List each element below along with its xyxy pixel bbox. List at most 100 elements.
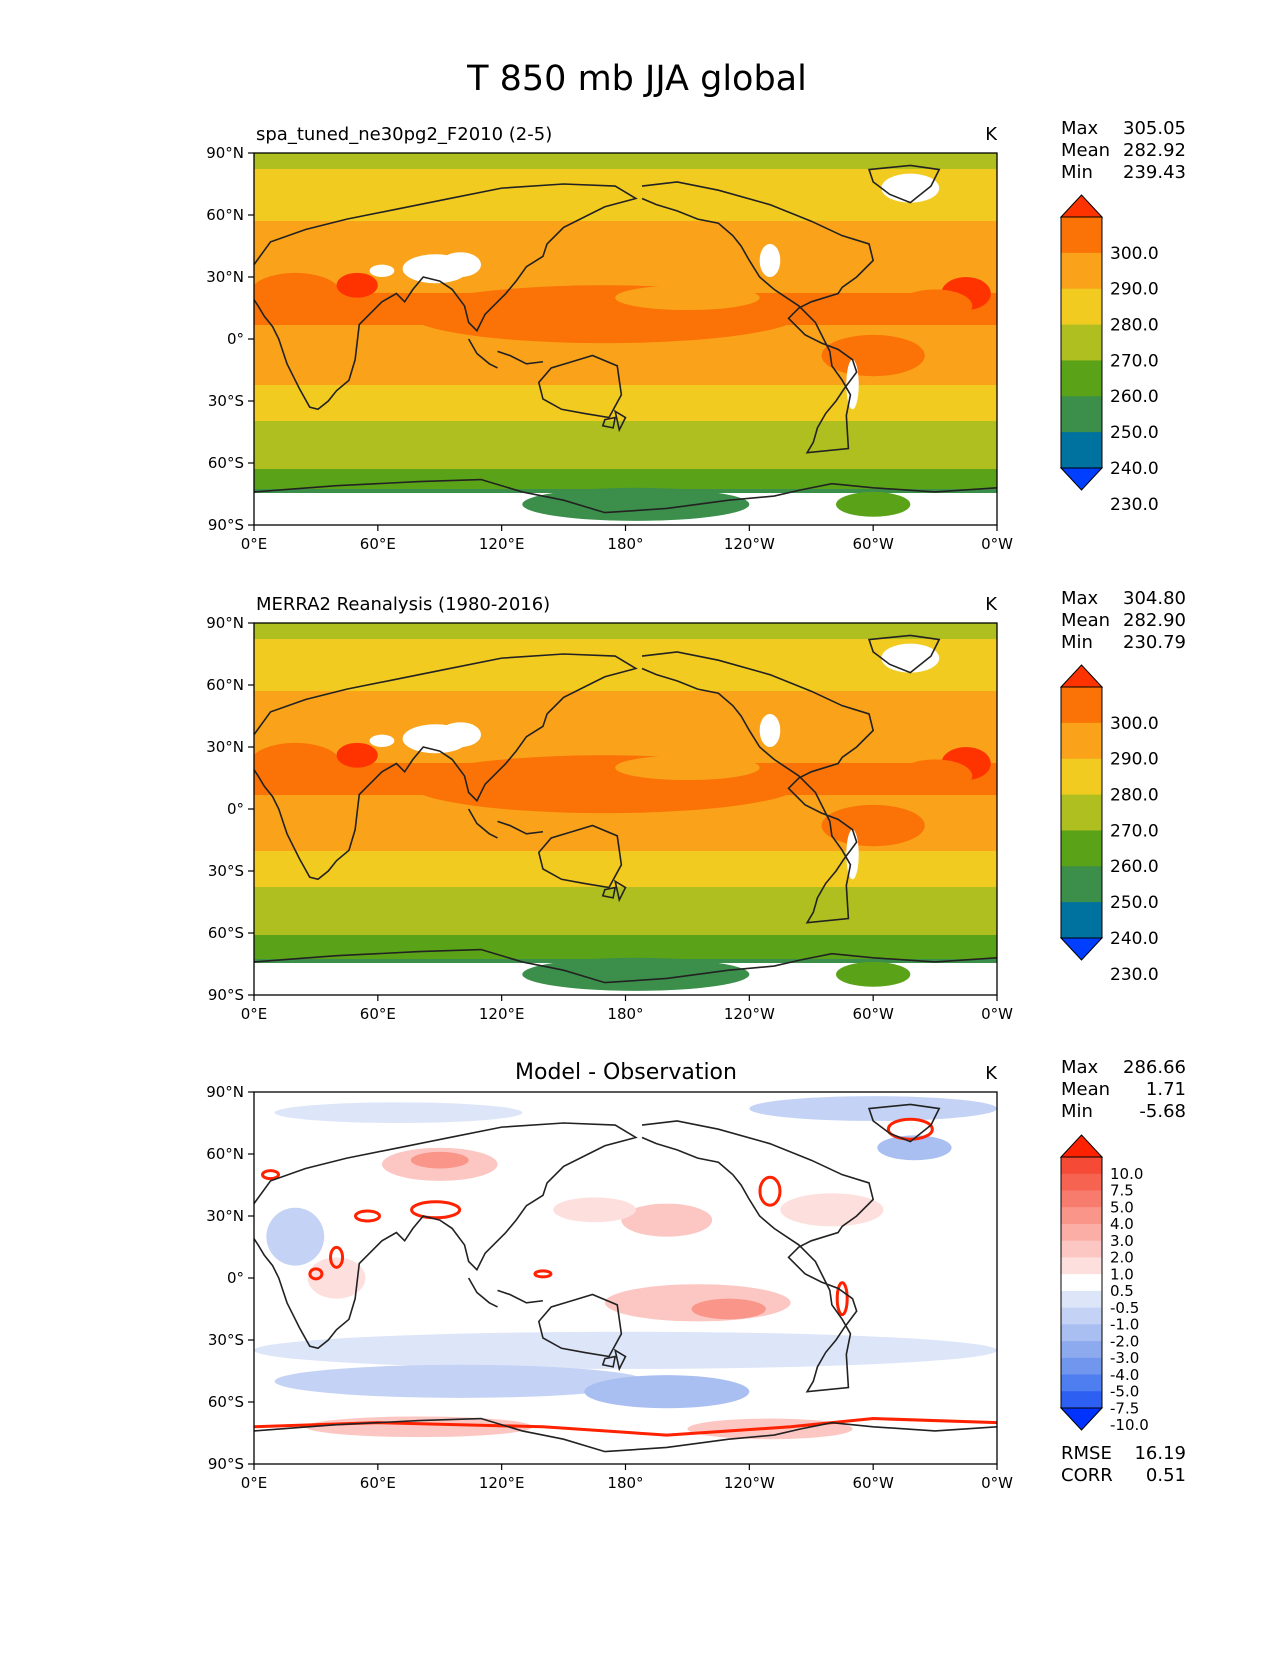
- lon-tick-label: 120°E: [479, 1474, 525, 1492]
- lon-tick-label: 120°E: [479, 1005, 525, 1023]
- colorbar-tick-label: -0.5: [1110, 1299, 1139, 1317]
- lon-tick-label: 180°: [607, 1005, 643, 1023]
- colorbar-tick-label: 270.0: [1110, 351, 1159, 371]
- colorbar-tick-label: 3.0: [1110, 1232, 1134, 1250]
- colorbar-tick-label: -5.0: [1110, 1383, 1139, 1401]
- colorbar-tick-label: -2.0: [1110, 1332, 1139, 1350]
- colorbar-tick-label: 1.0: [1110, 1265, 1134, 1283]
- colorbar-tick-label: 7.5: [1110, 1182, 1134, 1200]
- lon-tick-label: 120°W: [724, 535, 775, 553]
- lat-tick-label: 30°S: [208, 392, 244, 410]
- lon-tick-label: 60°E: [360, 535, 396, 553]
- colorbar-tick-label: -3.0: [1110, 1349, 1139, 1367]
- corr-value: 0.51: [1146, 1465, 1186, 1486]
- lon-tick-label: 120°W: [724, 1474, 775, 1492]
- units-label-model: K: [985, 124, 998, 145]
- colorbar-tick-label: 280.0: [1110, 316, 1159, 336]
- stats-diff: Max 286.66 Mean 1.71 Min -5.68: [1061, 1057, 1186, 1122]
- colorbar-tick-label: 4.0: [1110, 1215, 1134, 1233]
- stat-mean-label: Mean: [1061, 610, 1110, 631]
- lon-tick-label: 60°E: [360, 1474, 396, 1492]
- lon-tick-label: 60°E: [360, 1005, 396, 1023]
- stat-min-value: 230.79: [1123, 632, 1186, 653]
- lat-tick-label: 30°S: [208, 862, 244, 880]
- lon-tick-label: 180°: [607, 535, 643, 553]
- lon-tick-label: 0°E: [241, 1474, 268, 1492]
- axis-ticks-diff: 0°E 60°E 120°E 180° 120°W 60°W 0°W 90°N 60°N 30°N…: [206, 1083, 1013, 1492]
- metrics-diff: RMSE 16.19 CORR 0.51: [1061, 1443, 1186, 1486]
- difference-field: [254, 1096, 997, 1440]
- panel-obs: 0°E 60°E 120°E 180° 120°W 60°W 0°W 90°N 60°N 30°N…: [206, 588, 1186, 1023]
- stats-obs: Max 304.80 Mean 282.90 Min 230.79: [1061, 588, 1186, 653]
- colorbar-tick-label: 240.0: [1110, 929, 1159, 949]
- colorbar-tick-label: 260.0: [1110, 857, 1159, 877]
- colorbar-diff: 10.07.55.04.03.02.01.00.5-0.5-1.0-2.0-3.…: [1059, 1134, 1149, 1434]
- rmse-label: RMSE: [1061, 1443, 1112, 1464]
- lat-tick-label: 60°S: [208, 924, 244, 942]
- colorbar-model: 300.0 290.0 280.0 270.0 260.0 250.0 240.0 230.0: [1059, 194, 1159, 515]
- stat-mean-value: 282.92: [1123, 140, 1186, 161]
- lat-tick-label: 60°S: [208, 454, 244, 472]
- colorbar-tick-label: 230.0: [1110, 965, 1159, 985]
- lon-tick-label: 120°W: [724, 1005, 775, 1023]
- colorbar-tick-label: 290.0: [1110, 280, 1159, 300]
- lat-tick-label: 30°N: [206, 1207, 244, 1225]
- lon-tick-label: 120°E: [479, 535, 525, 553]
- stat-max-value: 304.80: [1123, 588, 1186, 609]
- colorbar-tick-label: 0.5: [1110, 1282, 1134, 1300]
- rmse-value: 16.19: [1134, 1443, 1186, 1464]
- map-diff: [254, 1092, 997, 1464]
- colorbar-tick-label: -4.0: [1110, 1366, 1139, 1384]
- stat-min-value: -5.68: [1139, 1101, 1186, 1122]
- colorbar-tick-label: 260.0: [1110, 387, 1159, 407]
- corr-label: CORR: [1061, 1465, 1113, 1486]
- panel-diff: 0°E 60°E 120°E 180° 120°W 60°W 0°W 90°N 60°N 30°N…: [206, 1057, 1186, 1492]
- stat-min-label: Min: [1061, 1101, 1093, 1122]
- lat-tick-label: 60°N: [206, 1145, 244, 1163]
- lon-tick-label: 0°W: [981, 1005, 1013, 1023]
- lat-tick-label: 90°S: [208, 516, 244, 534]
- panel-model: 0°E 60°E 120°E 180° 120°W 60°W 0°W 90°N 60°N 30°N…: [206, 118, 1186, 553]
- colorbar-tick-label: 10.0: [1110, 1165, 1143, 1183]
- lat-tick-label: 90°S: [208, 1455, 244, 1473]
- lat-tick-label: 60°S: [208, 1393, 244, 1411]
- colorbar-tick-label: 300.0: [1110, 714, 1159, 734]
- colorbar-tick-label: 290.0: [1110, 750, 1159, 770]
- lat-tick-label: 60°N: [206, 206, 244, 224]
- figure-title: T 850 mb JJA global: [466, 59, 807, 99]
- lat-tick-label: 0°: [227, 330, 244, 348]
- axis-ticks-model: 0°E 60°E 120°E 180° 120°W 60°W 0°W 90°N 60°N 30°N…: [206, 144, 1013, 553]
- panel-title-obs: MERRA2 Reanalysis (1980-2016): [256, 594, 550, 615]
- colorbar-tick-label: 240.0: [1110, 459, 1159, 479]
- map-model: [254, 153, 997, 525]
- stat-min-value: 239.43: [1123, 162, 1186, 183]
- lat-tick-label: 30°N: [206, 738, 244, 756]
- colorbar-tick-label: 2.0: [1110, 1249, 1134, 1267]
- stat-max-value: 286.66: [1123, 1057, 1186, 1078]
- stats-model: Max 305.05 Mean 282.92 Min 239.43: [1061, 118, 1186, 183]
- lat-tick-label: 30°S: [208, 1331, 244, 1349]
- colorbar-tick-label: 250.0: [1110, 423, 1159, 443]
- lon-tick-label: 0°E: [241, 535, 268, 553]
- map-obs: [254, 623, 997, 995]
- axis-ticks-obs: 0°E 60°E 120°E 180° 120°W 60°W 0°W 90°N 60°N 30°N…: [206, 614, 1013, 1023]
- lat-tick-label: 90°S: [208, 986, 244, 1004]
- lon-tick-label: 0°E: [241, 1005, 268, 1023]
- lon-tick-label: 60°W: [852, 1474, 894, 1492]
- colorbar-tick-label: 230.0: [1110, 495, 1159, 515]
- stat-max-label: Max: [1061, 588, 1099, 609]
- panel-title-diff: Model - Observation: [515, 1060, 737, 1085]
- stat-min-label: Min: [1061, 162, 1093, 183]
- colorbar-tick-label: 250.0: [1110, 893, 1159, 913]
- lon-tick-label: 0°W: [981, 1474, 1013, 1492]
- lat-tick-label: 0°: [227, 1269, 244, 1287]
- lat-tick-label: 60°N: [206, 676, 244, 694]
- stat-mean-value: 1.71: [1146, 1079, 1186, 1100]
- stat-mean-label: Mean: [1061, 1079, 1110, 1100]
- lon-tick-label: 60°W: [852, 535, 894, 553]
- colorbar-tick-label: -7.5: [1110, 1399, 1139, 1417]
- colorbar-obs: 300.0 290.0 280.0 270.0 260.0 250.0 240.0 230.0: [1059, 664, 1159, 985]
- panel-title-model: spa_tuned_ne30pg2_F2010 (2-5): [256, 124, 552, 145]
- units-label-obs: K: [985, 594, 998, 615]
